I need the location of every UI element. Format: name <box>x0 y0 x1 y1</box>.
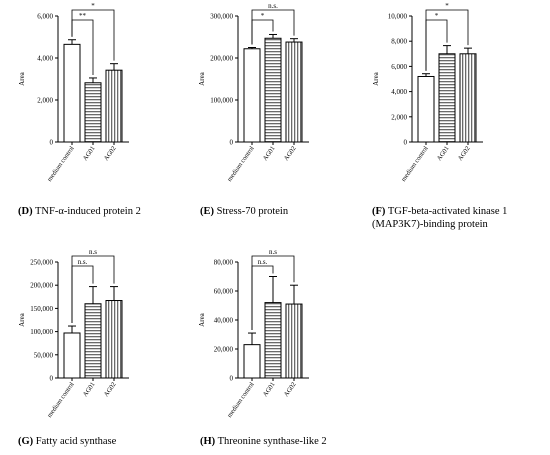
significance-bracket <box>71 9 115 61</box>
bar-ag01 <box>264 302 282 379</box>
bar-ag02 <box>459 53 477 143</box>
bar-ag02 <box>105 69 123 143</box>
x-tick-label-medium-control: medium control <box>400 145 430 183</box>
y-axis-label: Area <box>18 312 26 326</box>
y-tick-label: 300,000 <box>210 13 233 21</box>
caption-h: (H) Threonine synthase-like 2 <box>200 435 327 448</box>
y-tick-label: 0 <box>404 139 408 147</box>
caption-f-letter: (F) <box>372 206 386 217</box>
caption-g: (G) Fatty acid synthase <box>18 435 116 448</box>
significance-bracket <box>425 9 469 71</box>
y-tick-label: 0 <box>50 139 54 147</box>
chart-d: 0 2,000 4,000 6,000 Area medium control AG01 AG… <box>18 2 129 183</box>
y-tick-label: 200,000 <box>210 55 233 63</box>
significance-bracket <box>251 255 295 331</box>
y-tick-label: 6,000 <box>391 63 407 71</box>
caption-h-text: Threonine synthase-like 2 <box>217 436 327 447</box>
x-tick-label-ag01: AG01 <box>436 145 451 162</box>
caption-g-letter: (G) <box>18 436 34 447</box>
significance-label: ** <box>79 12 87 20</box>
chart-f: 0 2,000 4,000 6,000 8,000 10,000 Area medium co… <box>372 2 483 183</box>
y-tick-label: 50,000 <box>34 351 54 359</box>
bar-ag02 <box>285 303 303 379</box>
bar-ag01 <box>438 53 456 143</box>
y-tick-label: 150,000 <box>30 305 53 313</box>
bar-ag02 <box>105 300 123 379</box>
x-tick-label-ag02: AG02 <box>103 381 118 398</box>
y-tick-label: 8,000 <box>391 38 407 46</box>
y-axis-label: Area <box>18 71 26 85</box>
x-tick-label-medium-control: medium control <box>226 381 256 419</box>
y-tick-label: 100,000 <box>210 97 233 105</box>
significance-label: * <box>445 2 449 10</box>
y-tick-label: 4,000 <box>37 55 53 63</box>
y-tick-label: 0 <box>230 139 234 147</box>
caption-f: (F) TGF-beta-activated kinase 1 (MAP3K7)… <box>372 205 548 231</box>
significance-label: n.s <box>269 248 277 256</box>
x-tick-label-medium-control: medium control <box>226 145 256 183</box>
significance-bracket <box>71 255 115 324</box>
bar-medium-control <box>417 75 435 143</box>
y-tick-label: 10,000 <box>388 13 408 21</box>
x-tick-label-ag01: AG01 <box>262 381 277 398</box>
x-tick-label-ag01: AG01 <box>82 145 97 162</box>
bar-medium-control <box>243 48 261 143</box>
y-tick-label: 20,000 <box>214 346 234 354</box>
caption-e-letter: (E) <box>200 206 214 217</box>
y-tick-label: 2,000 <box>37 97 53 105</box>
x-tick-label-ag01: AG01 <box>262 145 277 162</box>
caption-e-text: Stress-70 protein <box>216 206 289 217</box>
y-tick-label: 4,000 <box>391 88 407 96</box>
y-tick-label: 2,000 <box>391 113 407 121</box>
x-tick-label-medium-control: medium control <box>46 381 76 419</box>
chart-e: 0 100,000 200,000 300,000 Area medium control… <box>198 2 309 183</box>
x-tick-label-ag01: AG01 <box>82 381 97 398</box>
bar-medium-control <box>243 344 261 379</box>
bar-ag01 <box>264 37 282 143</box>
caption-g-text: Fatty acid synthase <box>35 436 117 447</box>
y-tick-label: 80,000 <box>214 259 234 267</box>
x-tick-label-medium-control: medium control <box>46 145 76 183</box>
significance-label: n.s. <box>258 258 268 266</box>
y-tick-label: 250,000 <box>30 259 53 267</box>
y-axis-label: Area <box>198 71 206 85</box>
chart-h: 0 20,000 40,000 60,000 80,000 Area medium cont… <box>198 248 309 419</box>
x-tick-label-ag02: AG02 <box>457 145 472 162</box>
bar-medium-control <box>63 43 81 143</box>
y-tick-label: 0 <box>50 375 54 383</box>
bar-ag01 <box>84 303 102 379</box>
x-tick-label-ag02: AG02 <box>283 145 298 162</box>
significance-label: * <box>435 12 439 20</box>
bar-medium-control <box>63 332 81 379</box>
y-tick-label: 0 <box>230 375 234 383</box>
y-tick-label: 40,000 <box>214 317 234 325</box>
x-tick-label-ag02: AG02 <box>283 381 298 398</box>
bar-ag02 <box>285 41 303 143</box>
bar-ag01 <box>84 82 102 143</box>
y-tick-label: 200,000 <box>30 282 53 290</box>
chart-g: 0 50,000 100,000 150,000 200,000 250,000 Area m… <box>18 248 129 419</box>
significance-label: * <box>91 2 95 10</box>
y-tick-label: 60,000 <box>214 288 234 296</box>
significance-label: n.s. <box>78 258 88 266</box>
significance-label: n.s. <box>268 2 278 10</box>
significance-label: * <box>261 12 265 20</box>
caption-e: (E) Stress-70 protein <box>200 205 288 218</box>
y-axis-label: Area <box>198 312 206 326</box>
x-tick-label-ag02: AG02 <box>103 145 118 162</box>
caption-h-letter: (H) <box>200 436 216 447</box>
significance-bracket <box>251 9 295 45</box>
y-tick-label: 6,000 <box>37 13 53 21</box>
caption-f-text: TGF-beta-activated kinase 1 (MAP3K7)-bin… <box>372 206 508 230</box>
y-axis-label: Area <box>372 71 380 85</box>
caption-d-text: TNF-α-induced protein 2 <box>35 206 141 217</box>
caption-d: (D) TNF-α-induced protein 2 <box>18 205 141 218</box>
caption-d-letter: (D) <box>18 206 33 217</box>
significance-label: n.s <box>89 248 97 256</box>
y-tick-label: 100,000 <box>30 328 53 336</box>
